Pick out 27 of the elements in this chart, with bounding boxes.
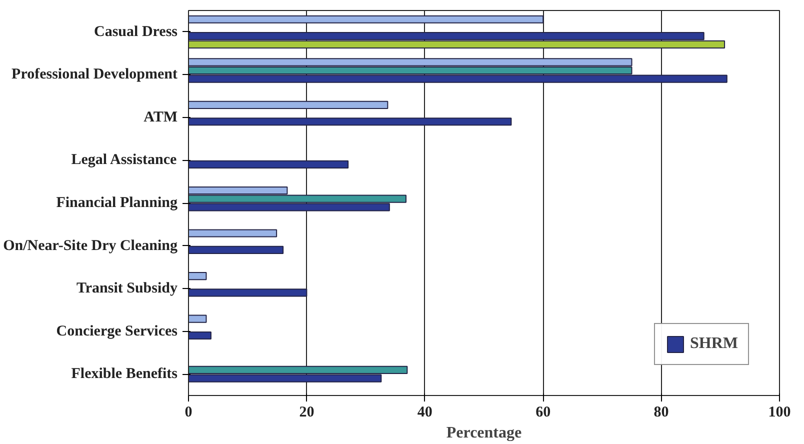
bar bbox=[188, 118, 512, 126]
x-axis-title: Percentage bbox=[446, 424, 522, 442]
x-tick-label: 20 bbox=[299, 404, 314, 420]
x-tick-label: 40 bbox=[417, 404, 432, 420]
x-tick-label: 0 bbox=[184, 404, 192, 420]
bar bbox=[188, 246, 284, 254]
bar bbox=[188, 288, 308, 297]
y-tick-label: Casual Dress bbox=[94, 24, 178, 40]
y-tick-label: Flexible Benefits bbox=[71, 366, 178, 382]
y-tick-label: Financial Planning bbox=[56, 195, 178, 211]
y-tick-label: Professional Development bbox=[12, 66, 178, 83]
bar bbox=[188, 272, 207, 280]
x-tick-label: 100 bbox=[768, 404, 791, 420]
bar bbox=[188, 314, 207, 323]
y-tick-label: Transit Subsidy bbox=[76, 280, 178, 297]
bar bbox=[188, 229, 278, 238]
y-tick-label: ATM bbox=[144, 109, 178, 126]
bar bbox=[188, 100, 388, 109]
y-tick-label: On/Near-Site Dry Cleaning bbox=[3, 238, 178, 254]
x-tick-label: 80 bbox=[654, 404, 669, 420]
bar bbox=[188, 160, 349, 168]
legend-label: SHRM bbox=[690, 335, 738, 353]
y-tick-label: Legal Assistance bbox=[71, 152, 178, 168]
x-tick-label: 60 bbox=[536, 404, 551, 420]
bar bbox=[188, 15, 544, 24]
y-tick-label: Concierge Services bbox=[56, 323, 178, 340]
bar bbox=[188, 331, 212, 340]
